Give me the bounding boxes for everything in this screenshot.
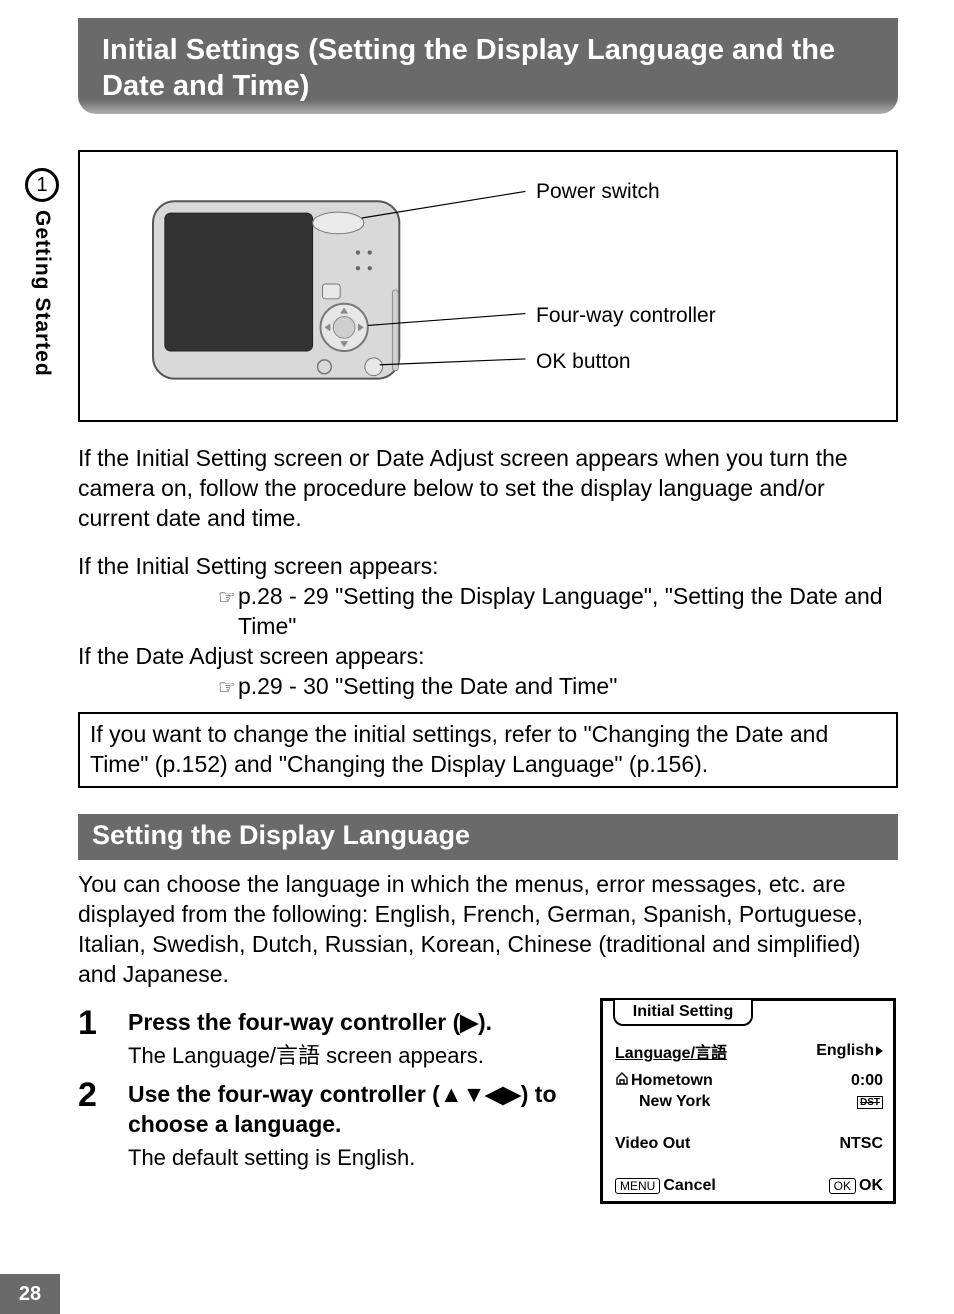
section-intro: You can choose the language in which the…	[78, 870, 898, 990]
manual-page: Initial Settings (Setting the Display La…	[0, 0, 954, 1314]
triangle-right-icon	[876, 1046, 883, 1056]
section-header: Setting the Display Language	[78, 814, 898, 860]
chapter-number-badge: 1	[25, 168, 59, 202]
screen-video-out-label: Video Out	[615, 1135, 690, 1153]
pointer-icon	[218, 673, 238, 699]
dst-icon: DST	[857, 1096, 883, 1109]
chapter-label: Getting Started	[30, 210, 54, 377]
screen-video-out-value: NTSC	[839, 1135, 883, 1153]
screen-hometown-label: Hometown	[615, 1071, 713, 1090]
screen-language-value: English	[816, 1042, 883, 1060]
callout-four-way-controller: Four-way controller	[536, 304, 716, 328]
page-title: Initial Settings (Setting the Display La…	[102, 34, 835, 102]
ref-date-text: p.29 - 30 "Setting the Date and Time"	[238, 673, 617, 699]
screen-cancel: MENUCancel	[615, 1177, 716, 1195]
callout-ok-button: OK button	[536, 350, 631, 374]
initial-setting-screen: Initial Setting Language/言語 English Home…	[600, 998, 896, 1204]
callout-power-switch: Power switch	[536, 180, 660, 204]
step-2-title: Use the four-way controller (▲▼◀▶) to ch…	[128, 1080, 598, 1140]
ok-button-icon: OK	[829, 1178, 856, 1194]
ref-initial-line: If the Initial Setting screen appears:	[78, 552, 898, 582]
screen-language-label: Language/言語	[615, 1039, 727, 1063]
screen-tab-label: Initial Setting	[613, 1000, 753, 1026]
screen-hometown-city: New York	[615, 1093, 710, 1111]
camera-diagram	[80, 152, 896, 420]
intro-paragraph: If the Initial Setting screen or Date Ad…	[78, 444, 898, 534]
screen-hometown-time: 0:00	[851, 1072, 883, 1090]
page-number: 28	[0, 1274, 60, 1314]
ref-initial-text: p.28 - 29 "Setting the Display Language"…	[238, 583, 883, 639]
side-tab: 1 Getting Started	[18, 168, 66, 377]
step-1-desc: The Language/言語 screen appears.	[128, 1042, 598, 1071]
step-number: 2	[78, 1078, 128, 1112]
home-icon	[615, 1071, 629, 1085]
section-title: Setting the Display Language	[92, 820, 470, 850]
chapter-number: 1	[36, 174, 47, 197]
ref-date-line: If the Date Adjust screen appears:	[78, 642, 898, 672]
menu-button-icon: MENU	[615, 1178, 660, 1194]
pointer-icon	[218, 583, 238, 609]
step-number: 1	[78, 1006, 128, 1040]
step-2-desc: The default setting is English.	[128, 1144, 598, 1173]
camera-diagram-box: Power switch Four-way controller OK butt…	[78, 150, 898, 422]
note-box: If you want to change the initial settin…	[78, 712, 898, 788]
page-title-bar: Initial Settings (Setting the Display La…	[78, 18, 898, 114]
note-text: If you want to change the initial settin…	[90, 721, 828, 777]
step-1-title: Press the four-way controller (▶).	[128, 1008, 598, 1038]
screen-ok: OKOK	[829, 1177, 883, 1195]
